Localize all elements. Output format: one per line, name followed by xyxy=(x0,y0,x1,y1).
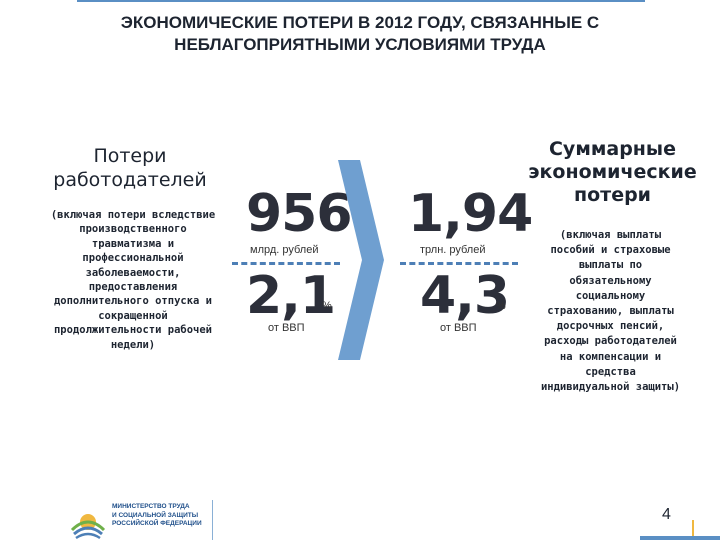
ministry-logo-icon xyxy=(70,514,106,540)
note-line: сокращенной xyxy=(98,309,168,322)
employer-losses-heading: Потери работодателей xyxy=(30,144,230,192)
total-losses-heading-line: экономические xyxy=(528,161,697,183)
total-losses-gdp-share: 4,3 xyxy=(420,266,510,326)
note-line: недели) xyxy=(110,338,156,351)
right-dashed-divider xyxy=(400,262,518,265)
note-line: дополнительного отпуска и xyxy=(53,295,213,308)
ministry-name-line: Министерство труда xyxy=(112,503,190,510)
note-line: травматизма и xyxy=(91,237,175,250)
note-line: социальному xyxy=(575,289,646,302)
page-title: ЭКОНОМИЧЕСКИЕ ПОТЕРИ В 2012 ГОДУ, СВЯЗАН… xyxy=(60,12,660,56)
note-line: производственного xyxy=(79,223,187,236)
ministry-name-line: Российской Федерации xyxy=(112,520,202,527)
employer-losses-note: (включая потери вследствие производствен… xyxy=(28,208,238,352)
employer-losses-gdp-share: 2,1 xyxy=(246,266,336,326)
employer-losses-value: 956 xyxy=(246,184,353,244)
employer-losses-pct-sign: % xyxy=(322,300,332,312)
corner-accent-yellow xyxy=(692,520,694,540)
total-losses-heading-line: Суммарные xyxy=(548,138,676,160)
note-line: страхованию, выплаты xyxy=(547,305,674,318)
note-line: (включая потери вследствие xyxy=(50,209,216,221)
total-losses-heading: Суммарные экономические потери xyxy=(505,138,720,207)
note-line: на компенсации и xyxy=(559,350,662,363)
ministry-name: Министерство труда и социальной защиты Р… xyxy=(112,503,202,529)
note-line: заболеваемости, xyxy=(85,266,181,279)
left-dashed-divider xyxy=(232,262,340,265)
total-losses-pct-sign: % xyxy=(496,300,506,312)
note-line: продолжительности рабочей xyxy=(53,324,213,337)
note-line: средства xyxy=(585,365,636,378)
note-line: индивидуальной защиты) xyxy=(540,381,681,394)
note-line: выплаты по xyxy=(578,259,643,272)
note-line: досрочных пенсий, xyxy=(556,320,665,333)
employer-losses-heading-line: Потери xyxy=(93,145,167,167)
total-losses-unit: трлн. рублей xyxy=(420,244,486,256)
total-losses-value: 1,94 xyxy=(408,184,533,244)
total-losses-note: (включая выплаты пособий и страховые вып… xyxy=(508,228,713,395)
note-line: (включая выплаты xyxy=(559,229,662,241)
total-losses-gdp-label: от ВВП xyxy=(440,322,477,334)
title-line-1: ЭКОНОМИЧЕСКИЕ ПОТЕРИ В 2012 ГОДУ, СВЯЗАН… xyxy=(120,13,600,32)
corner-accent-bar xyxy=(640,536,720,540)
note-line: расходы работодателей xyxy=(544,335,677,348)
note-line: предоставления xyxy=(88,281,178,294)
employer-losses-unit: млрд. рублей xyxy=(250,244,319,256)
footer-divider xyxy=(212,500,213,540)
employer-losses-gdp-label: от ВВП xyxy=(268,322,305,334)
note-line: обязательному xyxy=(569,274,652,287)
ministry-name-line: и социальной защиты xyxy=(112,511,199,519)
chevron-right-icon xyxy=(338,160,384,360)
total-losses-heading-line: потери xyxy=(574,184,651,206)
note-line: профессиональной xyxy=(82,252,184,265)
employer-losses-heading-line: работодателей xyxy=(53,169,207,191)
title-line-2: НЕБЛАГОПРИЯТНЫМИ УСЛОВИЯМИ ТРУДА xyxy=(174,35,546,54)
title-rule xyxy=(77,0,645,2)
page-number: 4 xyxy=(662,506,671,523)
note-line: пособий и страховые xyxy=(550,244,671,257)
